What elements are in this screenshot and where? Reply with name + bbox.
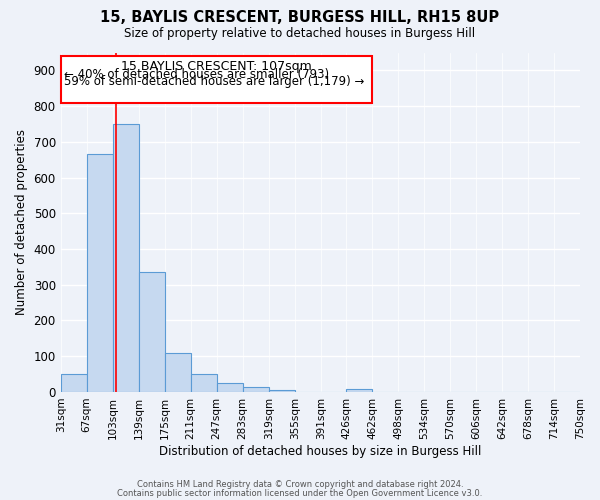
Bar: [61, 374, 86, 392]
Bar: [269, 390, 295, 392]
Bar: [86, 154, 113, 392]
Bar: [164, 354, 191, 392]
Text: Size of property relative to detached houses in Burgess Hill: Size of property relative to detached ho…: [124, 28, 476, 40]
Bar: [113, 124, 139, 392]
Y-axis label: Number of detached properties: Number of detached properties: [15, 129, 28, 315]
Text: ← 40% of detached houses are smaller (793): ← 40% of detached houses are smaller (79…: [64, 68, 329, 80]
Bar: [346, 389, 372, 392]
Text: 15 BAYLIS CRESCENT: 107sqm: 15 BAYLIS CRESCENT: 107sqm: [121, 60, 311, 72]
X-axis label: Distribution of detached houses by size in Burgess Hill: Distribution of detached houses by size …: [159, 444, 482, 458]
Bar: [242, 386, 269, 392]
Bar: [139, 272, 164, 392]
FancyBboxPatch shape: [61, 56, 372, 102]
Text: Contains public sector information licensed under the Open Government Licence v3: Contains public sector information licen…: [118, 488, 482, 498]
Text: Contains HM Land Registry data © Crown copyright and database right 2024.: Contains HM Land Registry data © Crown c…: [137, 480, 463, 489]
Text: 59% of semi-detached houses are larger (1,179) →: 59% of semi-detached houses are larger (…: [64, 76, 365, 88]
Bar: [191, 374, 217, 392]
Bar: [217, 383, 242, 392]
Text: 15, BAYLIS CRESCENT, BURGESS HILL, RH15 8UP: 15, BAYLIS CRESCENT, BURGESS HILL, RH15 …: [100, 10, 500, 25]
